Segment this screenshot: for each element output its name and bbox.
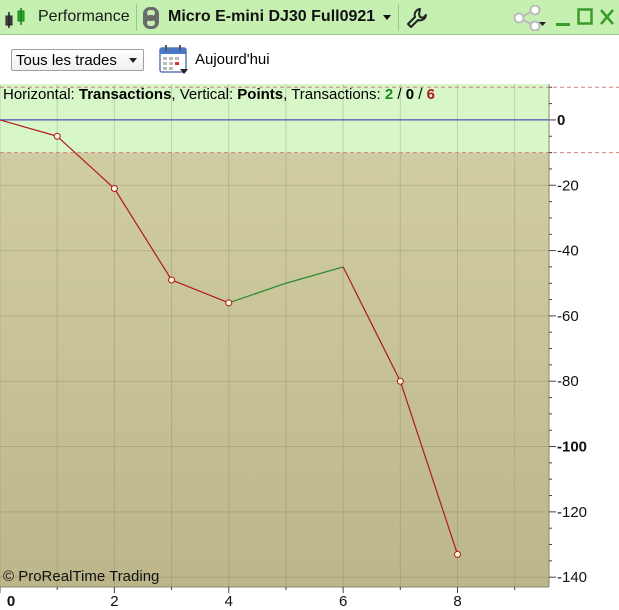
trade-point (53, 132, 61, 140)
horizontal-value: Transactions (78, 86, 172, 103)
chevron-down-icon (129, 58, 137, 63)
trade-filter-dropdown[interactable]: Tous les trades (11, 49, 144, 71)
minimize-icon[interactable] (555, 8, 571, 28)
copyright: © ProRealTime Trading (3, 568, 160, 585)
x-tick-label: 4 (225, 593, 233, 610)
chart-subtitle: Horizontal: Transactions, Vertical: Poin… (3, 86, 435, 103)
y-tick-labels: 0 -20 -40 -60 -80 -100 -120 -140 (557, 112, 587, 586)
chevron-down-icon[interactable] (383, 15, 391, 20)
y-tick-label: 0 (557, 112, 565, 129)
y-tick-label: -40 (557, 243, 579, 260)
y-tick-label: -100 (557, 439, 587, 456)
y-tick-label: -60 (557, 308, 579, 325)
x-tick-labels: 0 2 4 6 8 (7, 593, 462, 610)
series-segment (342, 266, 401, 382)
y-tick-label: -140 (557, 569, 587, 586)
tab-performance[interactable]: Performance (38, 8, 130, 25)
trade-point (225, 299, 233, 307)
link-icon[interactable] (142, 6, 160, 30)
series-segment (399, 381, 459, 555)
series-segment (171, 279, 229, 304)
series-segment (56, 135, 115, 189)
series-segment (228, 282, 287, 304)
separator: / (393, 86, 406, 103)
divider (398, 4, 399, 31)
wrench-icon[interactable] (406, 7, 428, 29)
x-tick-label: 2 (110, 593, 118, 610)
x-tick-label: 6 (339, 593, 347, 610)
vertical-value: Points (237, 86, 284, 103)
calendar-icon[interactable] (158, 44, 190, 76)
maximize-icon[interactable] (577, 8, 593, 26)
trade-point (396, 377, 404, 385)
horizontal-prefix: Horizontal: (3, 86, 79, 103)
trade-point (168, 276, 176, 284)
trade-point (110, 185, 118, 193)
trade-filter-value: Tous les trades (16, 52, 117, 69)
x-tick-label: 8 (453, 593, 461, 610)
losses-count: 6 (426, 86, 435, 103)
trade-markers (53, 132, 461, 558)
series-segment (285, 266, 344, 284)
period-label[interactable]: Aujourd'hui (195, 51, 270, 68)
divider (136, 4, 137, 31)
y-tick-label: -120 (557, 504, 587, 521)
tick-marks (0, 86, 556, 593)
positive-zone (0, 84, 549, 153)
trade-point (454, 550, 461, 558)
equity-series (0, 119, 459, 555)
vertical-prefix: , Vertical: (171, 86, 238, 103)
gridlines (0, 84, 549, 587)
neutral-count: 0 (405, 86, 415, 103)
title-bar: Performance Micro E-mini DJ30 Full0921 (0, 0, 619, 35)
share-icon[interactable] (512, 5, 548, 31)
transactions-prefix: , Transactions: (283, 86, 385, 103)
zone-boundaries (0, 86, 619, 154)
y-tick-label: -20 (557, 177, 579, 194)
candlestick-icon[interactable] (4, 7, 28, 29)
instrument-selector[interactable]: Micro E-mini DJ30 Full0921 (168, 8, 376, 25)
x-tick-label: 0 (7, 593, 15, 610)
close-icon[interactable] (599, 8, 615, 26)
wins-count: 2 (384, 86, 394, 103)
series-segment (0, 119, 58, 137)
y-tick-label: -80 (557, 373, 579, 390)
series-segment (113, 188, 173, 281)
separator: / (414, 86, 427, 103)
